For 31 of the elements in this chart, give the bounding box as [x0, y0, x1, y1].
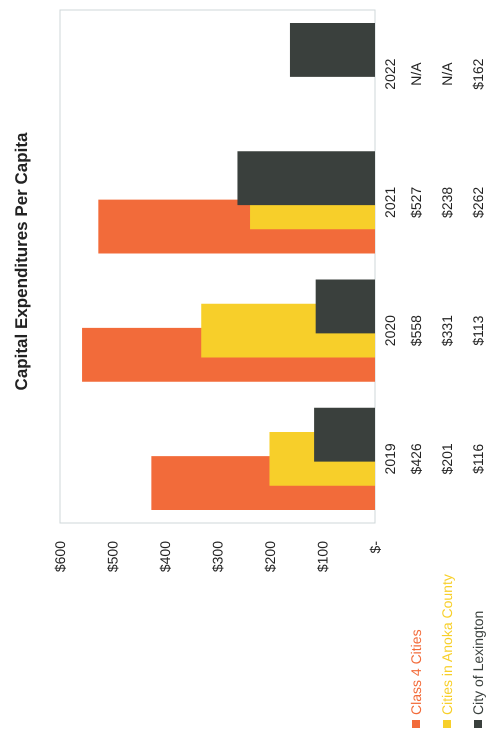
bar	[290, 22, 375, 77]
y-tick-label: 2021	[382, 186, 398, 218]
x-tick-label: $500	[104, 540, 120, 572]
data-label: $238	[439, 186, 455, 218]
x-tick-label: $-	[367, 540, 383, 554]
x-tick-label: $200	[262, 540, 278, 572]
data-label: $201	[439, 443, 455, 474]
bar	[316, 279, 375, 334]
y-tick-label: 2020	[382, 314, 398, 346]
x-tick-label: $100	[314, 540, 330, 572]
y-tick-label: 2019	[382, 443, 398, 474]
text: Capital Expenditures Per Capita	[12, 132, 31, 390]
data-label: $527	[408, 186, 424, 218]
data-label: $331	[439, 314, 455, 346]
y-tick-label: 2022	[382, 58, 398, 90]
data-label: $426	[408, 443, 424, 474]
text: City of Lexington	[470, 610, 486, 715]
data-label: $558	[408, 314, 424, 346]
bar	[237, 151, 375, 206]
x-tick-label: $600	[52, 540, 68, 572]
x-tick-label: $400	[157, 540, 173, 572]
data-label: $262	[470, 186, 486, 218]
text: N/A	[408, 62, 424, 86]
text: N/A	[439, 62, 455, 86]
text: Class 4 Cities	[408, 629, 424, 715]
text: Cities in Anoka County	[439, 574, 455, 715]
x-tick-label: $300	[210, 540, 226, 572]
data-label: $116	[470, 444, 486, 474]
data-label: $113	[470, 315, 486, 346]
data-label: $162	[470, 58, 486, 90]
bar	[314, 408, 375, 462]
